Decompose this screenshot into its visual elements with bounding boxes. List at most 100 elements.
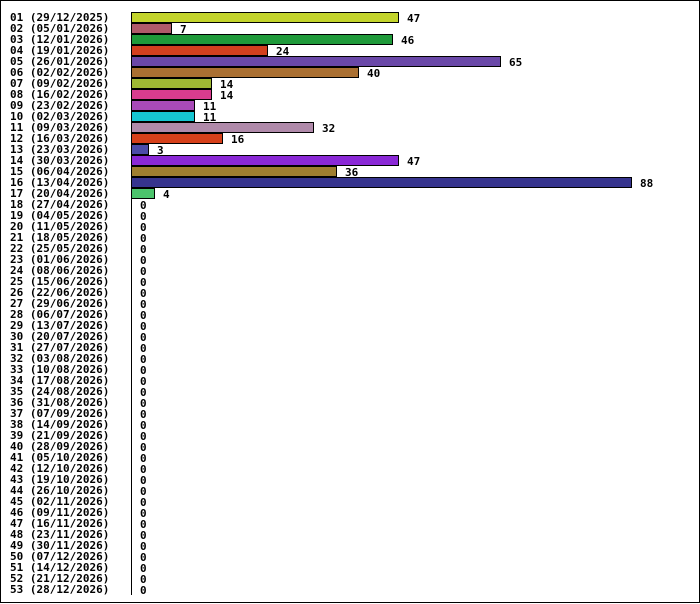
category-label: 18 (27/04/2026) [10,198,109,211]
value-label: 36 [345,166,359,179]
category-label: 45 (02/11/2026) [10,495,109,508]
value-label: 0 [140,562,147,575]
value-label: 40 [367,67,380,80]
value-label: 47 [407,12,420,25]
bar [131,166,337,177]
value-label: 0 [140,364,147,377]
category-label: 43 (19/10/2026) [10,473,109,486]
value-label: 0 [140,485,147,498]
value-label: 0 [140,419,147,432]
value-label: 0 [140,342,147,355]
value-label: 0 [140,309,147,322]
value-label: 0 [140,375,147,388]
value-label: 14 [220,78,234,91]
category-label: 29 (13/07/2026) [10,319,109,332]
bar [131,177,632,188]
value-label: 0 [140,287,147,300]
value-label: 0 [140,331,147,344]
category-label: 09 (23/02/2026) [10,99,109,112]
category-label: 23 (01/06/2026) [10,253,109,266]
category-label: 38 (14/09/2026) [10,418,109,431]
category-label: 04 (19/01/2026) [10,44,109,57]
value-label: 46 [401,34,415,47]
category-label: 19 (04/05/2026) [10,209,109,222]
value-label: 0 [140,529,147,542]
category-label: 53 (28/12/2026) [10,583,109,596]
category-label: 25 (15/06/2026) [10,275,109,288]
bar [131,188,155,199]
value-label: 0 [140,221,147,234]
value-label: 0 [140,408,147,421]
category-label: 37 (07/09/2026) [10,407,109,420]
bar [131,155,399,166]
value-label: 0 [140,430,147,443]
value-label: 0 [140,232,147,245]
bar [131,56,501,67]
value-label: 65 [509,56,522,69]
category-label: 32 (03/08/2026) [10,352,109,365]
bar [131,89,212,100]
value-label: 0 [140,518,147,531]
value-label: 0 [140,243,147,256]
value-label: 0 [140,298,147,311]
value-label: 0 [140,397,147,410]
value-label: 47 [407,155,420,168]
value-label: 0 [140,386,147,399]
value-label: 32 [322,122,335,135]
category-label: 33 (10/08/2026) [10,363,109,376]
category-label: 48 (23/11/2026) [10,528,109,541]
value-label: 0 [140,540,147,553]
category-label: 47 (16/11/2026) [10,517,109,530]
category-label: 17 (20/04/2026) [10,187,109,200]
value-label: 0 [140,507,147,520]
value-label: 0 [140,551,147,564]
bar [131,45,268,56]
category-label: 15 (06/04/2026) [10,165,109,178]
value-label: 0 [140,496,147,509]
category-label: 31 (27/07/2026) [10,341,109,354]
category-label: 30 (20/07/2026) [10,330,109,343]
bar [131,144,149,155]
bar [131,133,223,144]
value-label: 11 [203,100,217,113]
bar [131,78,212,89]
category-label: 46 (09/11/2026) [10,506,109,519]
bar [131,111,195,122]
value-label: 88 [640,177,653,190]
value-label: 0 [140,210,147,223]
category-label: 40 (28/09/2026) [10,440,109,453]
value-label: 3 [157,144,164,157]
category-label: 44 (26/10/2026) [10,484,109,497]
value-label: 0 [140,573,147,586]
category-label: 20 (11/05/2026) [10,220,109,233]
category-label: 08 (16/02/2026) [10,88,109,101]
value-label: 0 [140,584,147,597]
category-label: 49 (30/11/2026) [10,539,109,552]
bar [131,67,359,78]
category-label: 05 (26/01/2026) [10,55,109,68]
value-label: 7 [180,23,187,36]
value-label: 14 [220,89,234,102]
value-label: 0 [140,441,147,454]
category-label: 28 (06/07/2026) [10,308,109,321]
category-label: 36 (31/08/2026) [10,396,109,409]
category-label: 51 (14/12/2026) [10,561,109,574]
category-label: 07 (09/02/2026) [10,77,109,90]
value-label: 11 [203,111,217,124]
category-label: 03 (12/01/2026) [10,33,109,46]
bar [131,12,399,23]
category-label: 50 (07/12/2026) [10,550,109,563]
category-label: 01 (29/12/2025) [10,11,109,24]
value-label: 0 [140,474,147,487]
category-label: 27 (29/06/2026) [10,297,109,310]
category-label: 10 (02/03/2026) [10,110,109,123]
value-label: 16 [231,133,245,146]
value-label: 0 [140,254,147,267]
category-label: 02 (05/01/2026) [10,22,109,35]
value-label: 0 [140,320,147,333]
value-label: 24 [276,45,290,58]
bar [131,23,172,34]
value-label: 0 [140,276,147,289]
value-label: 4 [163,188,170,201]
category-label: 06 (02/02/2026) [10,66,109,79]
